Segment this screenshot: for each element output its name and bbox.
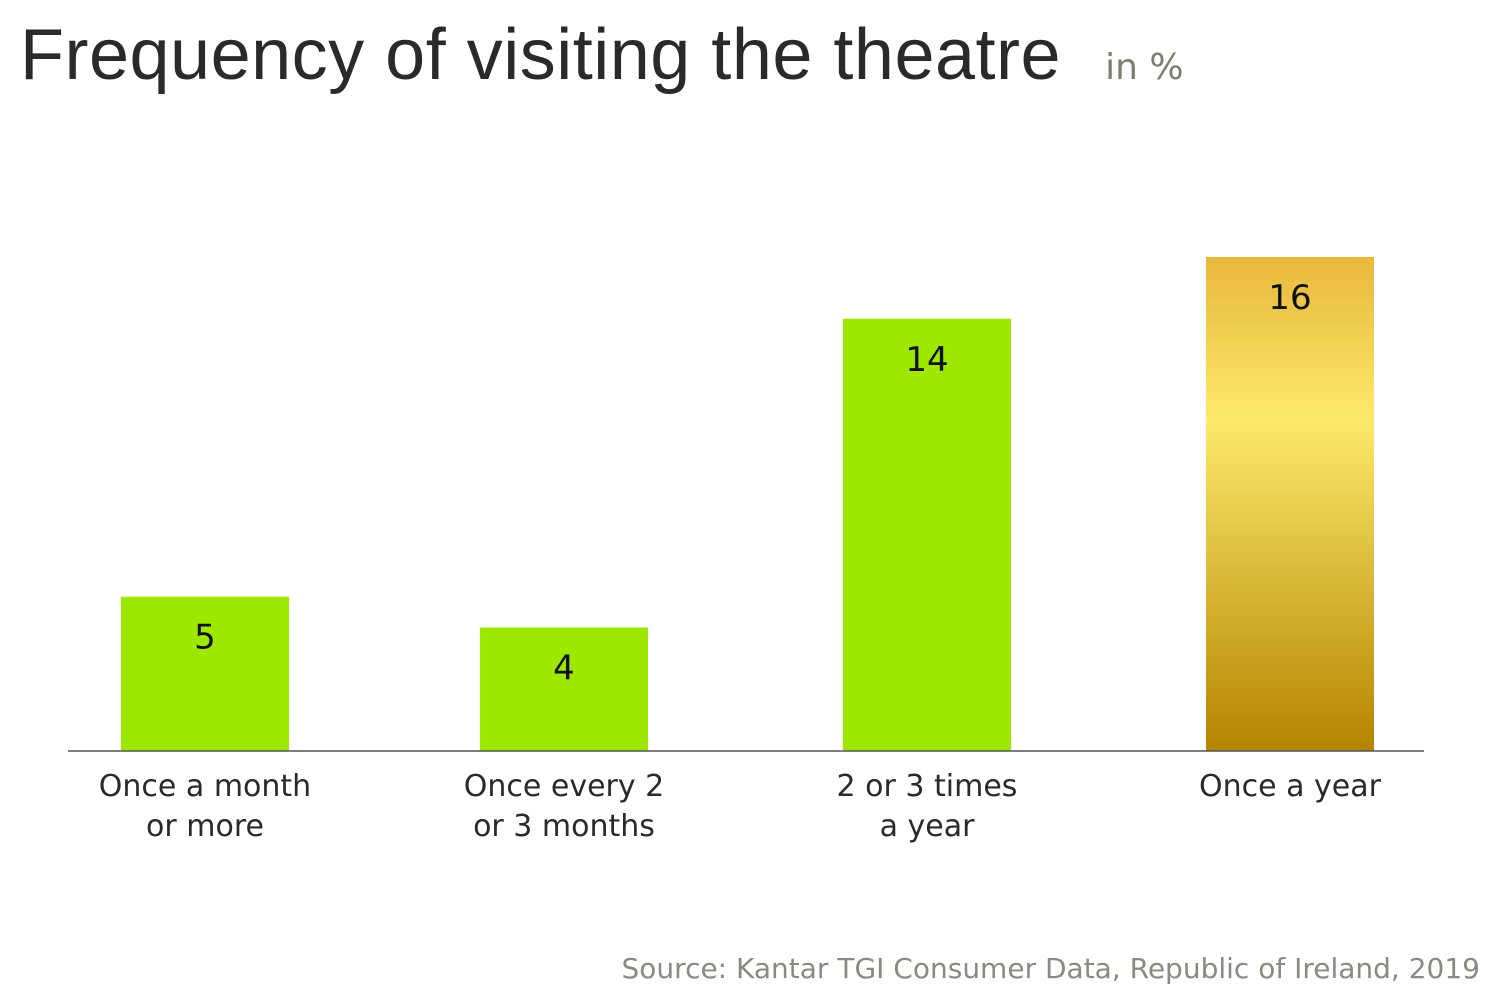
data-label: 4 [553,649,575,689]
category-label: or 3 months [473,809,655,844]
bar-2 [480,627,648,751]
data-label: 5 [194,618,216,658]
bar-3 [843,318,1011,751]
category-label: 2 or 3 times [837,769,1018,804]
category-label: or more [146,809,264,844]
unit-label: in % [1105,47,1184,88]
category-label: Once a year [1199,769,1382,804]
chart-header: Frequency of visiting the theatre in % [20,14,1184,96]
category-label: a year [880,809,976,844]
bar-1 [121,596,289,751]
data-label: 14 [905,340,948,380]
category-label: Once every 2 [464,769,665,804]
category-label: Once a month [99,769,311,804]
bar-4 [1206,257,1374,751]
data-label: 16 [1268,278,1311,318]
source-note: Source: Kantar TGI Consumer Data, Republ… [621,952,1480,985]
chart-title: Frequency of visiting the theatre [20,15,1062,95]
